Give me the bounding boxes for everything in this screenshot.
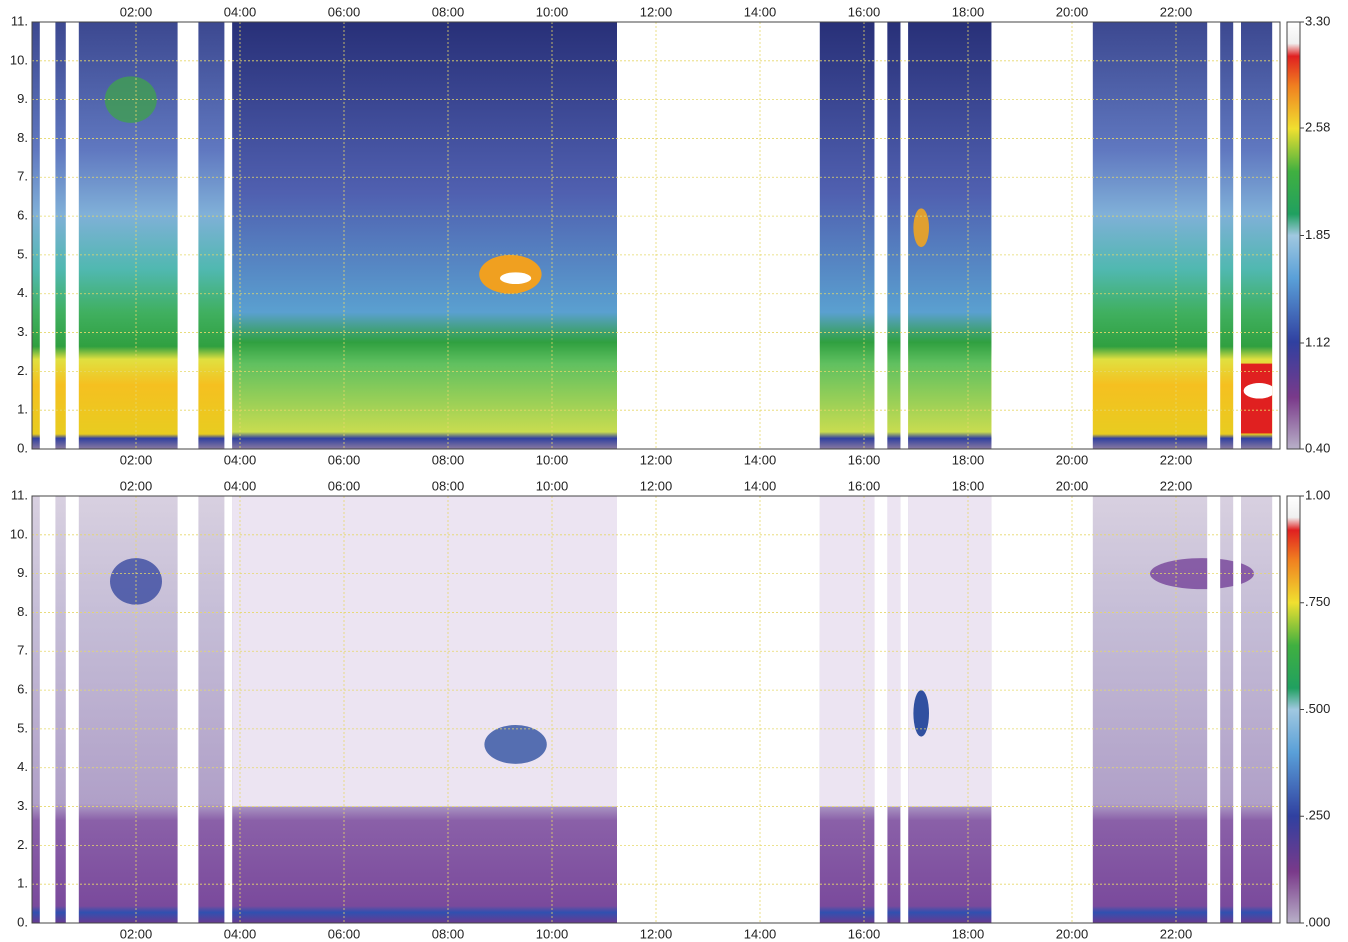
y-tick-label: 10. [10,526,28,541]
x-tick-label: 22:00 [1160,4,1193,19]
x-tick-label: 08:00 [432,926,465,941]
x-tick-label: 18:00 [952,478,985,493]
y-tick-label: 4. [17,285,28,300]
x-tick-label: 16:00 [848,452,881,467]
x-tick-label: 16:00 [848,926,881,941]
y-tick-label: 5. [17,720,28,735]
y-tick-label: 3. [17,324,28,339]
y-tick-label: 11. [11,487,28,502]
x-tick-label: 08:00 [432,478,465,493]
x-tick-label: 20:00 [1056,4,1089,19]
x-tick-label: 12:00 [640,4,673,19]
x-tick-label: 04:00 [224,926,257,941]
colorbar-label: 3.30 [1305,13,1330,28]
y-tick-label: 8. [17,130,28,145]
x-tick-label: 02:00 [120,478,153,493]
y-tick-label: 9. [17,565,28,580]
x-tick-label: 06:00 [328,926,361,941]
y-tick-label: 1. [17,402,28,417]
x-tick-label: 08:00 [432,452,465,467]
x-tick-label: 14:00 [744,478,777,493]
x-tick-label: 16:00 [848,478,881,493]
x-tick-label: 18:00 [952,452,985,467]
y-tick-label: 11. [11,13,28,28]
x-tick-label: 06:00 [328,478,361,493]
x-tick-label: 10:00 [536,4,569,19]
y-tick-label: 7. [17,643,28,658]
y-tick-label: 6. [17,208,28,223]
y-tick-label: 0. [17,914,28,929]
x-tick-label: 04:00 [224,4,257,19]
x-tick-label: 22:00 [1160,926,1193,941]
x-tick-label: 06:00 [328,452,361,467]
x-tick-label: 14:00 [744,452,777,467]
y-tick-label: 9. [17,91,28,106]
y-tick-label: 0. [17,440,28,455]
colorbar [1287,496,1300,923]
colorbar-label: .250 [1305,808,1330,823]
x-tick-label: 06:00 [328,4,361,19]
colorbar-label: 0.40 [1305,440,1330,455]
colorbar-label: .000 [1305,914,1330,929]
x-tick-label: 18:00 [952,4,985,19]
x-tick-label: 22:00 [1160,478,1193,493]
x-tick-label: 04:00 [224,452,257,467]
x-tick-label: 02:00 [120,4,153,19]
x-tick-label: 12:00 [640,478,673,493]
x-tick-label: 20:00 [1056,926,1089,941]
y-tick-label: 2. [17,837,28,852]
x-tick-label: 10:00 [536,452,569,467]
chart: 02:00 02:00 04:00 04:00 06:00 06:00 08:00 08:00… [0,0,1348,942]
x-tick-label: 18:00 [952,926,985,941]
x-tick-label: 12:00 [640,452,673,467]
y-tick-label: 2. [17,363,28,378]
y-tick-label: 3. [17,798,28,813]
colorbar-label: 1.00 [1305,487,1330,502]
x-tick-label: 20:00 [1056,452,1089,467]
y-tick-label: 7. [17,169,28,184]
y-tick-label: 6. [17,682,28,697]
x-tick-label: 22:00 [1160,452,1193,467]
y-tick-label: 4. [17,759,28,774]
x-tick-label: 02:00 [120,926,153,941]
colorbar-label: 2.58 [1305,119,1330,134]
x-tick-label: 10:00 [536,478,569,493]
colorbar-label: .750 [1305,594,1330,609]
x-tick-label: 02:00 [120,452,153,467]
x-tick-label: 16:00 [848,4,881,19]
x-tick-label: 10:00 [536,926,569,941]
x-tick-label: 08:00 [432,4,465,19]
x-tick-label: 04:00 [224,478,257,493]
colorbar-label: 1.85 [1305,227,1330,242]
x-tick-label: 14:00 [744,926,777,941]
x-tick-label: 20:00 [1056,478,1089,493]
colorbar-label: .500 [1305,701,1330,716]
y-tick-label: 10. [10,52,28,67]
x-tick-label: 12:00 [640,926,673,941]
x-tick-label: 14:00 [744,4,777,19]
y-tick-label: 1. [17,876,28,891]
y-tick-label: 8. [17,604,28,619]
colorbar [1287,22,1300,449]
y-tick-label: 5. [17,246,28,261]
colorbar-label: 1.12 [1305,334,1330,349]
